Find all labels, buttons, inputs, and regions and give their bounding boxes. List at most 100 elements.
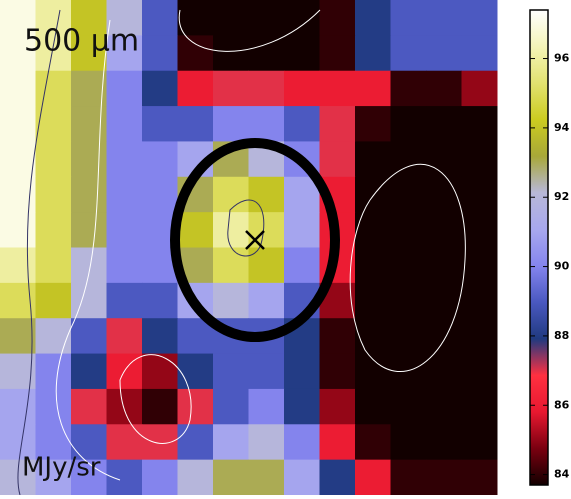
colorbar-tick-label: 92: [554, 190, 569, 203]
colorbar: [529, 9, 549, 486]
cell: [177, 106, 214, 142]
cell: [0, 247, 36, 284]
cell: [319, 318, 356, 355]
aperture: [170, 138, 340, 342]
cell: [426, 106, 462, 142]
cell: [71, 388, 107, 425]
cell: [248, 176, 285, 213]
cell: [426, 0, 462, 36]
cell: [213, 247, 249, 284]
cell: [248, 388, 285, 425]
cell: [177, 212, 214, 248]
cell: [390, 35, 427, 72]
cell: [355, 318, 391, 355]
contour: [349, 163, 466, 372]
cell: [71, 247, 107, 284]
contour: [55, 19, 121, 481]
cell: [284, 70, 320, 107]
cell: [426, 388, 462, 425]
cell: [106, 247, 143, 284]
cell: [426, 141, 462, 178]
cell: [35, 353, 72, 390]
cell: [461, 70, 498, 107]
cell: [284, 353, 320, 390]
cell: [71, 212, 107, 248]
cell: [426, 35, 462, 72]
cell: [142, 318, 178, 355]
cell: [71, 70, 107, 107]
cell: [319, 353, 356, 390]
cell: [71, 282, 107, 319]
cell: [355, 282, 391, 319]
cell: [426, 353, 462, 390]
cell: [284, 459, 320, 496]
cell: [461, 282, 498, 319]
cell: [71, 318, 107, 355]
cell: [390, 70, 427, 107]
cell: [248, 70, 285, 107]
band-label: 500 μm: [24, 24, 139, 59]
cell: [248, 0, 285, 36]
cell: [106, 282, 143, 319]
cell: [426, 459, 462, 496]
cell: [461, 353, 498, 390]
cell: [390, 212, 427, 248]
cell: [213, 388, 249, 425]
cell: [461, 0, 498, 36]
cell: [248, 106, 285, 142]
cell: [35, 424, 72, 461]
cell: [248, 247, 285, 284]
cell: [142, 106, 178, 142]
cell: [390, 106, 427, 142]
cell: [35, 0, 72, 36]
cell: [71, 424, 107, 461]
cell: [355, 141, 391, 178]
cell: [177, 459, 214, 496]
cell: [0, 70, 36, 107]
cell: [0, 318, 36, 355]
heatmap: [0, 0, 498, 496]
colorbar-tick-label: 84: [554, 468, 570, 481]
cell: [461, 176, 498, 213]
cell: [71, 141, 107, 178]
cell: [390, 247, 427, 284]
cell: [284, 35, 320, 72]
cell: [213, 106, 249, 142]
unit-label: MJy/sr: [22, 453, 101, 483]
cell: [106, 141, 143, 178]
cell: [248, 353, 285, 390]
cell: [106, 318, 143, 355]
cell: [71, 106, 107, 142]
cell: [426, 247, 462, 284]
cell: [71, 0, 107, 36]
cell: [142, 35, 178, 72]
colorbar-tick-label: 96: [554, 52, 570, 65]
cell: [213, 176, 249, 213]
cell: [106, 176, 143, 213]
cell: [177, 388, 214, 425]
cell: [461, 212, 498, 248]
cell: [426, 424, 462, 461]
cell: [35, 282, 72, 319]
cell: [35, 318, 72, 355]
cell: [0, 106, 36, 142]
cell: [177, 70, 214, 107]
contour: [227, 199, 265, 257]
cell: [142, 0, 178, 36]
cell: [177, 0, 214, 36]
cell: [35, 459, 72, 496]
cell: [177, 353, 214, 390]
cell: [461, 459, 498, 496]
cell: [248, 459, 285, 496]
cell: [71, 459, 107, 496]
cell: [355, 0, 391, 36]
cell: [319, 106, 356, 142]
cell: [461, 106, 498, 142]
cell: [106, 35, 143, 72]
cell: [355, 106, 391, 142]
cell: [461, 388, 498, 425]
cell: [248, 424, 285, 461]
cell: [71, 35, 107, 72]
cell: [71, 176, 107, 213]
cell: [142, 353, 178, 390]
